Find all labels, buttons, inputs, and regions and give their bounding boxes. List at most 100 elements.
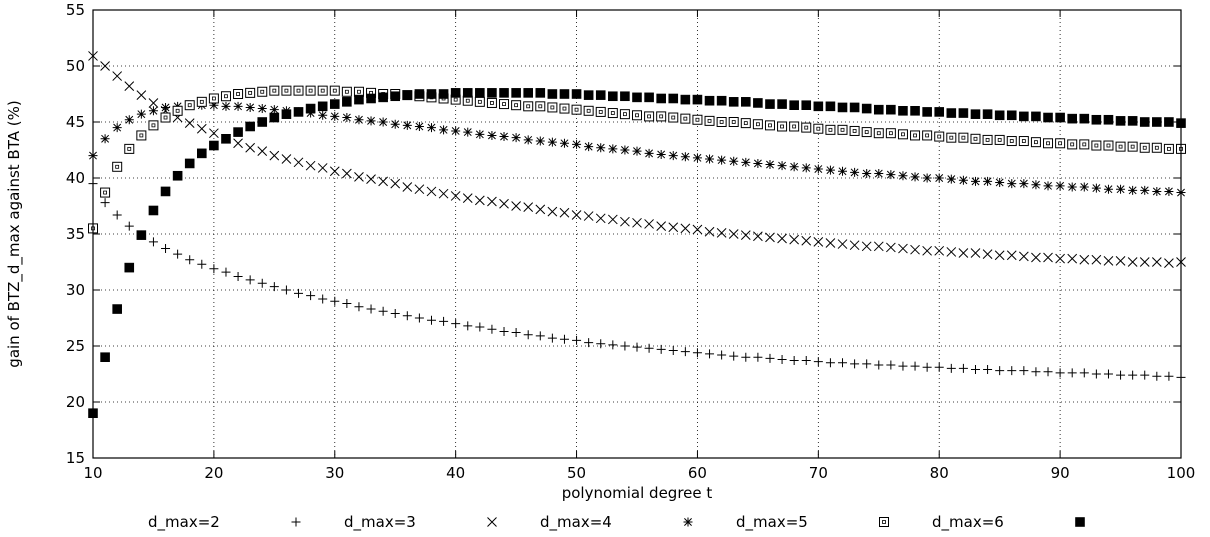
data-point [233,101,243,111]
data-point [571,210,582,220]
data-point [850,359,860,369]
data-point [1128,370,1138,380]
data-point [1127,257,1138,267]
data-point [245,102,255,112]
data-point [281,154,292,164]
data-point [463,127,473,137]
data-point [1115,141,1126,152]
data-point [402,311,412,321]
data-point [329,99,340,109]
data-point [1139,257,1150,267]
data-point [934,107,945,117]
data-point [535,101,546,112]
legend-marker [487,517,497,527]
data-point [583,90,594,100]
data-point [752,119,763,130]
data-point [426,315,436,325]
data-point [608,340,618,350]
data-point [1055,253,1065,264]
data-point [245,275,255,285]
data-point [317,101,328,112]
data-point [777,161,787,171]
data-point [607,214,618,225]
data-point [499,88,509,98]
data-point [837,239,848,249]
data-point [874,169,884,179]
data-point [172,105,183,116]
data-point [559,138,569,148]
data-point [632,342,642,352]
data-point [414,184,425,195]
data-point [1091,183,1101,193]
data-point [910,172,920,182]
data-point [1055,112,1065,123]
data-point [511,133,521,143]
data-point [970,109,981,119]
data-point [293,85,304,96]
data-point [1006,110,1017,121]
data-point [499,326,509,336]
data-point [958,175,968,185]
data-point [728,97,739,107]
data-point [1067,113,1077,124]
data-point [668,345,678,355]
data-point [1019,366,1029,376]
data-point [1067,253,1078,264]
data-point [1030,137,1041,148]
data-point [1018,136,1029,147]
data-point [462,193,473,204]
data-point [680,152,690,162]
data-point [571,89,582,99]
data-point [632,92,642,103]
data-point [535,136,545,146]
series-5 [88,88,1186,419]
data-point [995,366,1005,376]
data-point [1151,257,1162,267]
data-point [1116,370,1126,380]
data-point [1115,116,1126,126]
data-point [221,134,231,144]
data-point [523,202,534,212]
data-point [596,143,606,153]
data-point [221,101,231,111]
data-point [438,188,449,199]
data-point [825,101,836,112]
data-point [607,108,618,119]
data-point [777,99,787,109]
data-point [970,176,980,186]
data-point [716,117,727,127]
data-point [680,223,691,234]
data-point [378,117,388,127]
data-point [934,362,944,372]
data-point [644,111,655,122]
data-point [692,114,703,125]
data-point [523,101,534,112]
data-point [233,272,243,282]
data-point [523,135,533,145]
data-point [632,146,642,156]
data-point [269,112,280,123]
data-point [1139,142,1150,153]
legend-label: d_max=3 [344,513,416,532]
data-point [245,87,256,98]
x-tick-label: 90 [1051,464,1070,482]
data-point [511,88,521,98]
data-point [958,363,968,373]
data-point [1055,368,1065,378]
data-point [656,221,667,232]
y-tick-label: 45 [66,113,85,131]
data-point [572,139,582,149]
data-point [100,61,110,71]
data-point [1079,139,1090,150]
data-point [753,231,763,242]
data-point [995,177,1005,187]
data-point [487,196,497,207]
data-point [209,140,219,151]
data-point [245,121,255,132]
series-3 [88,100,1186,198]
data-point [934,245,945,256]
data-point [692,348,702,358]
x-axis-label: polynomial degree t [562,484,713,502]
data-point [197,148,207,159]
data-point [257,278,267,288]
